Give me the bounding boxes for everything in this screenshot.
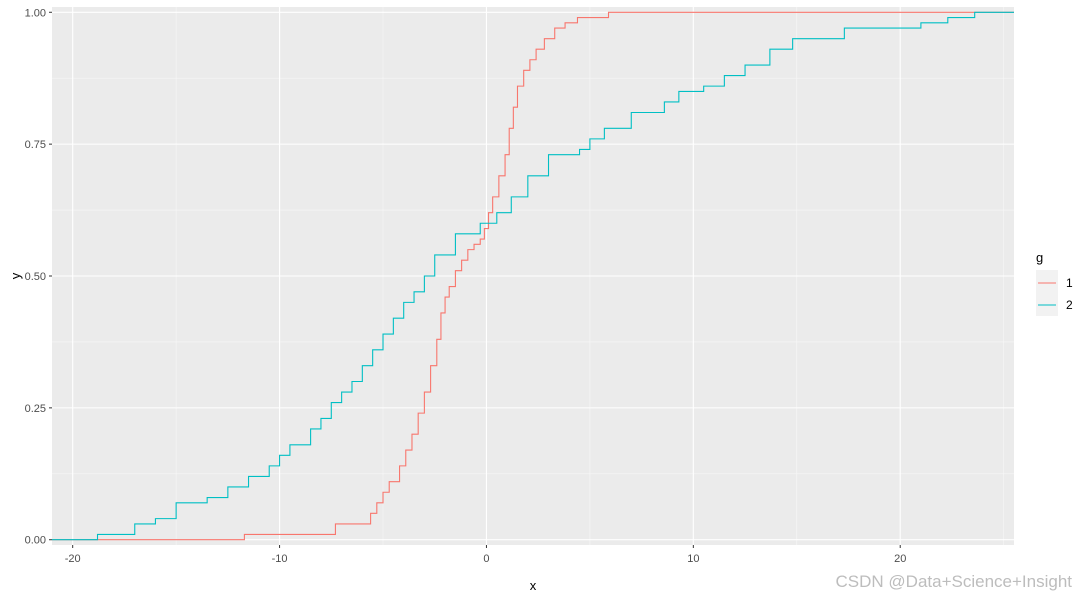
legend-title: g	[1036, 250, 1043, 265]
x-axis: -20 -10 0 10 20	[65, 545, 906, 565]
x-axis-title: x	[530, 578, 537, 593]
y-tick-label: 0.50	[25, 271, 46, 283]
legend: g 1 2	[1036, 250, 1073, 316]
y-tick-label: 1.00	[25, 7, 46, 19]
y-axis: 0.00 0.25 0.50 0.75 1.00	[25, 7, 52, 547]
legend-label-2: 2	[1066, 298, 1073, 312]
x-tick-label: 10	[687, 553, 699, 565]
x-tick-label: -10	[272, 553, 288, 565]
y-tick-label: 0.00	[25, 535, 46, 547]
series-layer	[52, 11, 1014, 541]
y-tick-label: 0.75	[25, 139, 46, 151]
x-tick-label: 20	[894, 553, 906, 565]
series-line-2	[52, 11, 1014, 541]
legend-label-1: 1	[1066, 276, 1073, 290]
y-tick-label: 0.25	[25, 403, 46, 415]
legend-key-background	[1036, 270, 1058, 316]
x-tick-label: 0	[483, 553, 489, 565]
y-axis-title: y	[8, 272, 23, 279]
x-tick-label: -20	[65, 553, 81, 565]
watermark: CSDN @Data+Science+Insight	[835, 572, 1072, 591]
series-line-1	[52, 11, 1014, 541]
